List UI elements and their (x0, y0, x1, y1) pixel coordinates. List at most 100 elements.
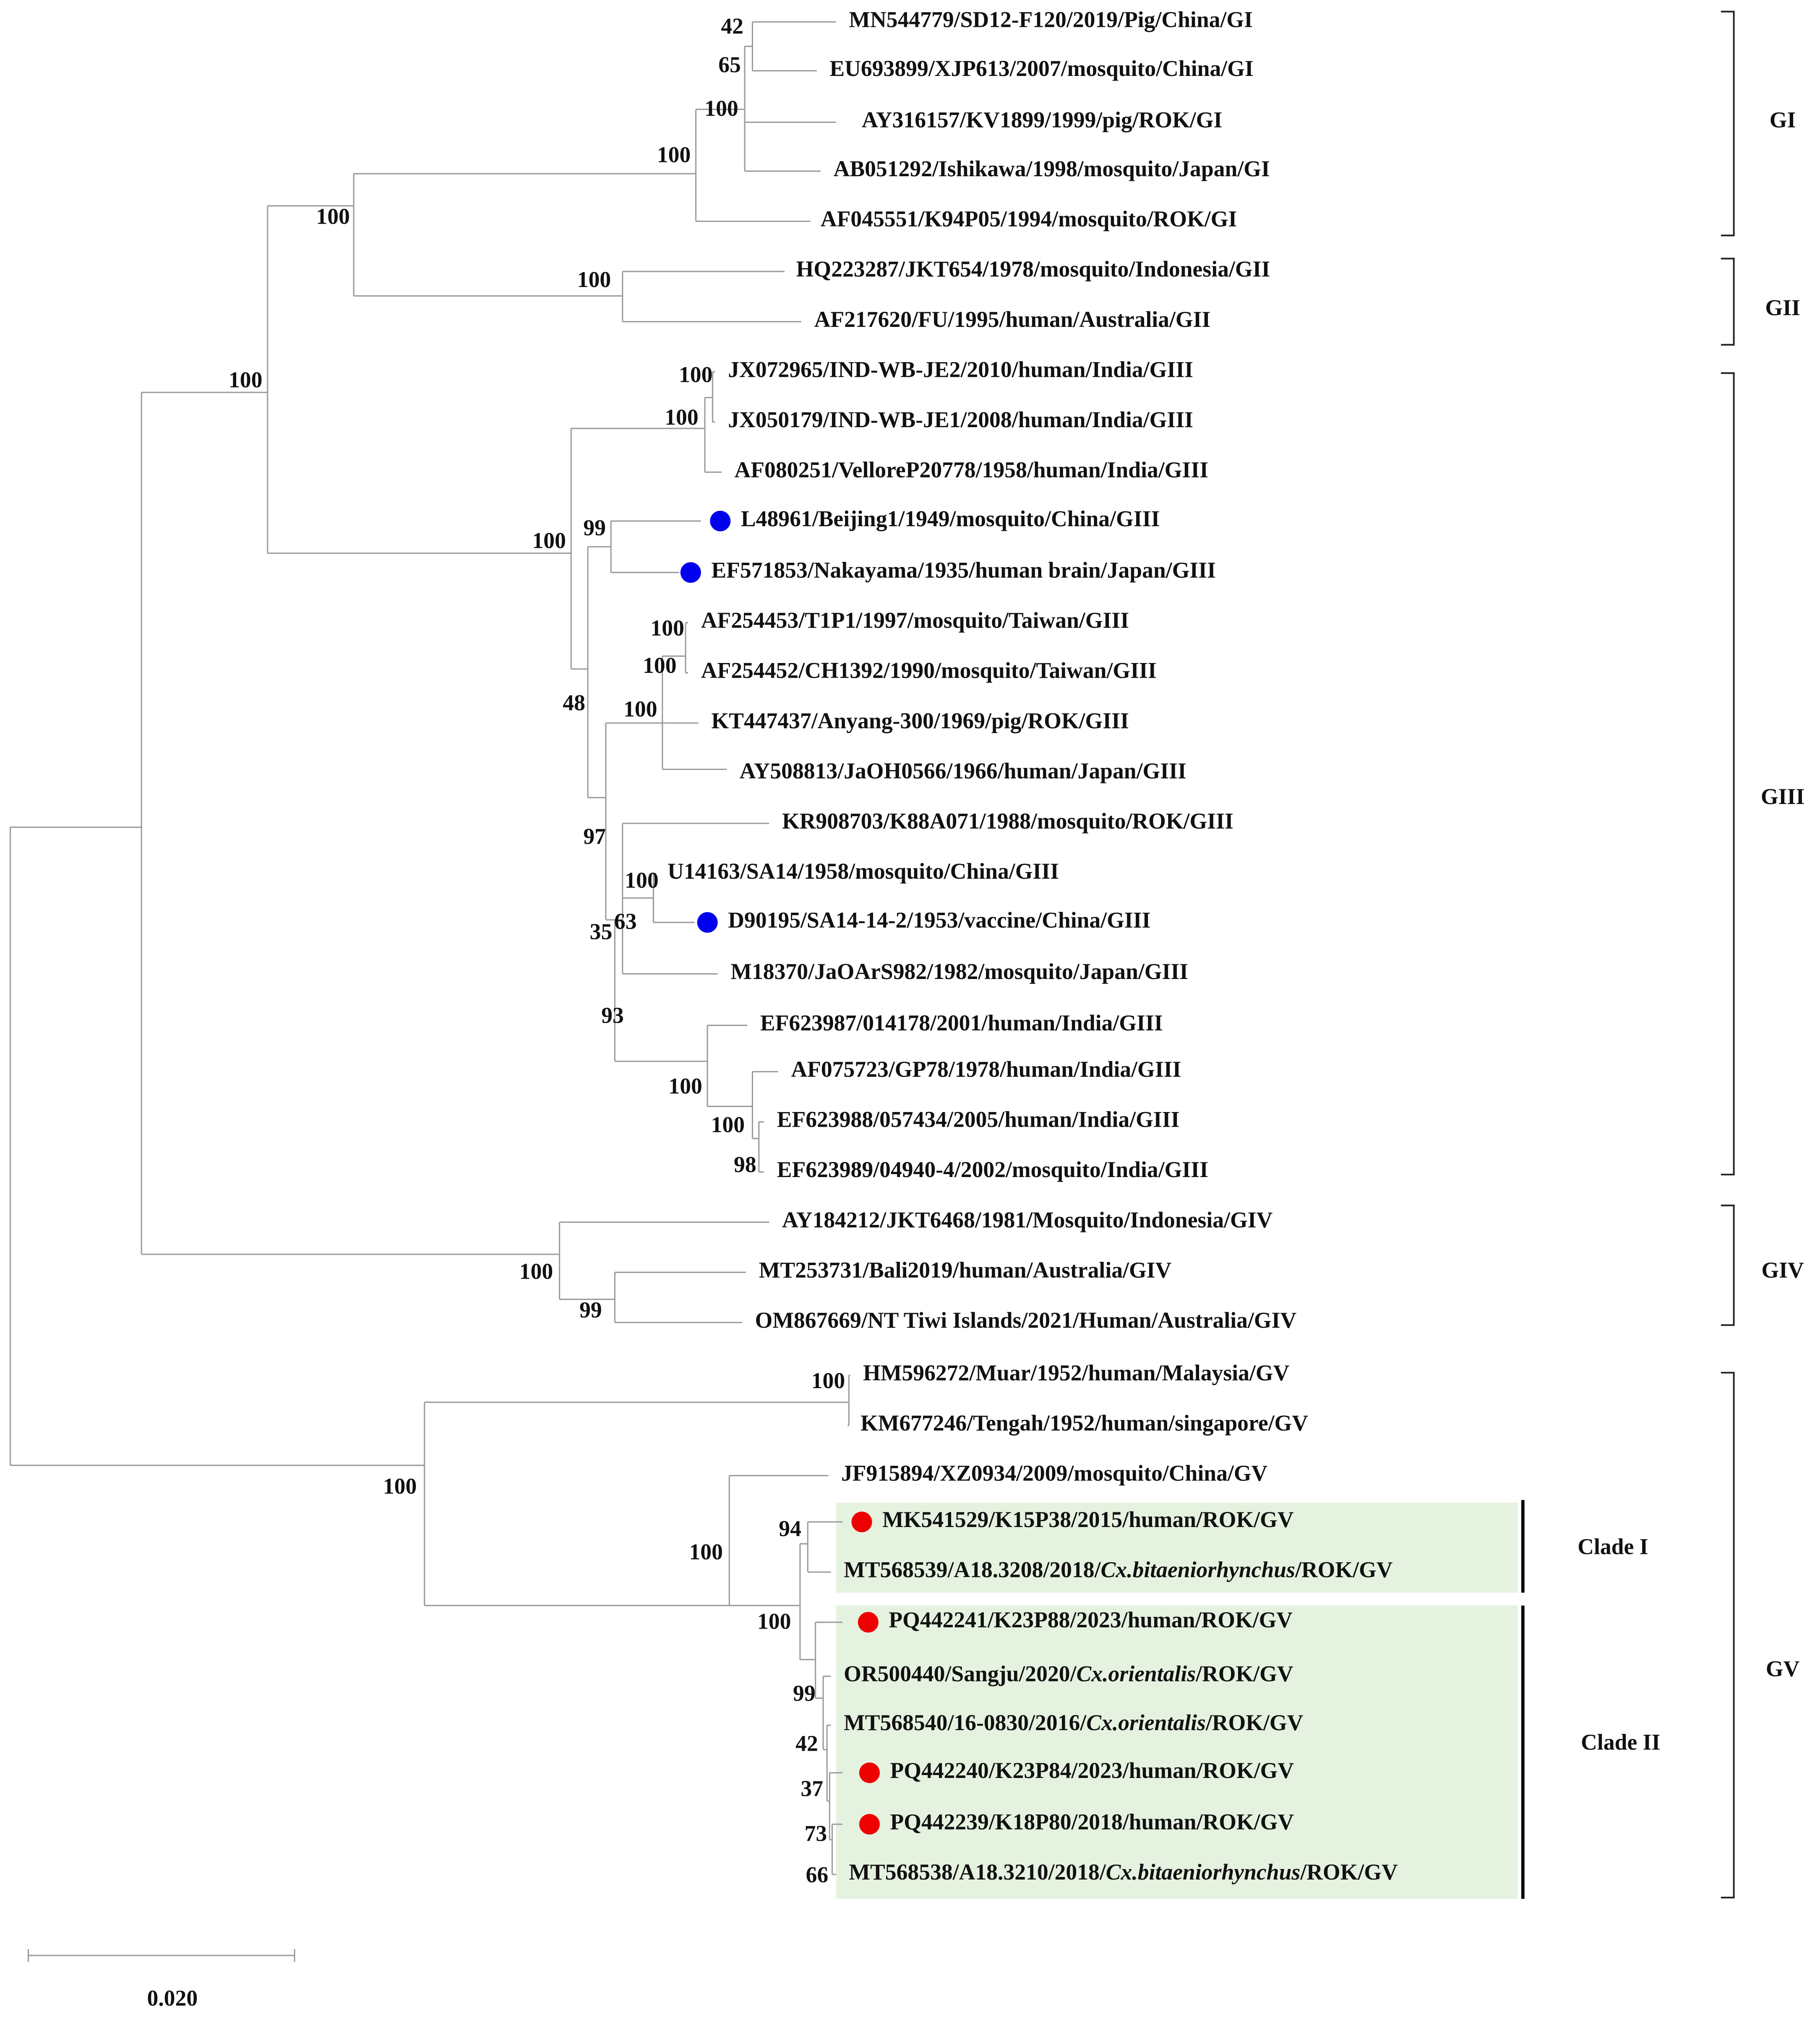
leaf-label: AY508813/JaOH0566/1966/human/Japan/GIII (740, 758, 1186, 783)
bootstrap: 100 (679, 362, 712, 387)
genotype-label: GII (1765, 295, 1800, 320)
genotype-label: GIV (1761, 1257, 1804, 1282)
leaf-label: MT253731/Bali2019/human/Australia/GIV (759, 1257, 1172, 1282)
bracket (1721, 258, 1735, 346)
leaf-label: D90195/SA14-14-2/1953/vaccine/China/GIII (728, 907, 1150, 932)
bootstrap: 100 (657, 142, 691, 167)
clade-label: Clade II (1581, 1729, 1660, 1754)
bootstrap: 100 (532, 528, 566, 553)
leaf-label: PQ442241/K23P88/2023/human/ROK/GV (889, 1607, 1293, 1632)
bootstrap: 98 (734, 1152, 756, 1177)
leaf-label: JF915894/XZ0934/2009/mosquito/China/GV (841, 1461, 1268, 1486)
bootstrap: 42 (721, 13, 743, 39)
leaf-label: U14163/SA14/1958/mosquito/China/GIII (668, 859, 1059, 884)
scale-bar: 0.020 (27, 1949, 295, 2011)
leaf-label: EF623989/04940-4/2002/mosquito/India/GII… (777, 1157, 1208, 1182)
clade-box (836, 1502, 1518, 1593)
bootstrap: 100 (811, 1368, 845, 1393)
leaf-label: MT568539/A18.3208/2018/Cx.bitaeniorhynch… (844, 1557, 1393, 1582)
leaf-label: JX072965/IND-WB-JE2/2010/human/India/GII… (728, 357, 1193, 382)
leaf-label: MT568540/16-0830/2016/Cx.orientalis/ROK/… (844, 1710, 1303, 1736)
bootstrap: 73 (805, 1821, 827, 1846)
bootstrap: 42 (795, 1731, 818, 1756)
bootstrap: 100 (519, 1258, 553, 1284)
leaf-label: KM677246/Tengah/1952/human/singapore/GV (860, 1410, 1308, 1436)
leaf-label: AF075723/GP78/1978/human/India/GIII (791, 1057, 1181, 1082)
leaf-label: OR500440/Sangju/2020/Cx.orientalis/ROK/G… (844, 1661, 1293, 1686)
bootstrap: 100 (665, 405, 698, 430)
bootstrap: 100 (383, 1473, 417, 1498)
bootstrap: 35 (590, 919, 613, 944)
bootstrap: 63 (614, 909, 637, 934)
marker (859, 1762, 880, 1783)
marker (697, 912, 718, 933)
bootstrap: 48 (563, 690, 585, 715)
leaf-label: AY316157/KV1899/1999/pig/ROK/GI (862, 107, 1222, 133)
leaf-label: EF623988/057434/2005/human/India/GIII (777, 1107, 1180, 1132)
leaf-label-part: MT568539/A18.3208/2018/ (844, 1557, 1101, 1582)
leaf-label-part: Cx.orientalis (1076, 1661, 1196, 1686)
leaf-label-part: Cx.bitaeniorhynchus (1106, 1859, 1301, 1885)
leaf-label: MN544779/SD12-F120/2019/Pig/China/GI (849, 7, 1253, 32)
scale-label: 0.020 (147, 1986, 198, 2011)
marker (680, 562, 701, 583)
leaf-label: KR908703/K88A071/1988/mosquito/ROK/GIII (782, 808, 1233, 833)
leaf-label-part: /ROK/GV (1205, 1710, 1304, 1736)
bootstrap: 100 (689, 1539, 722, 1564)
genotype-label: GI (1770, 107, 1796, 133)
bootstrap: 100 (757, 1608, 791, 1634)
marker (710, 511, 731, 532)
bracket (1721, 10, 1735, 237)
bootstrap: 93 (601, 1002, 624, 1028)
bootstrap: 99 (583, 515, 606, 540)
leaf-label: EF571853/Nakayama/1935/human brain/Japan… (711, 558, 1216, 583)
genotype-label: GV (1766, 1656, 1800, 1681)
bootstrap: 100 (577, 267, 611, 292)
leaf-label: MT568538/A18.3210/2018/Cx.bitaeniorhynch… (849, 1859, 1398, 1885)
leaf-label: L48961/Beijing1/1949/mosquito/China/GIII (741, 506, 1160, 531)
leaf-label: AF080251/VelloreP20778/1958/human/India/… (735, 457, 1209, 482)
bootstrap: 100 (229, 367, 262, 392)
leaf-label-part: MT568540/16-0830/2016/ (844, 1710, 1087, 1736)
leaf-label-part: /ROK/GV (1295, 1557, 1393, 1582)
leaf-label: KT447437/Anyang-300/1969/pig/ROK/GIII (711, 708, 1129, 733)
leaf-label-part: Cx.bitaeniorhynchus (1101, 1557, 1296, 1582)
leaf-label: AF254452/CH1392/1990/mosquito/Taiwan/GII… (701, 658, 1157, 683)
leaf-label: AF045551/K94P05/1994/mosquito/ROK/GI (821, 206, 1237, 232)
bootstrap: 94 (779, 1516, 801, 1541)
leaf-label: JX050179/IND-WB-JE1/2008/human/India/GII… (728, 407, 1193, 432)
bootstrap: 100 (711, 1112, 745, 1137)
clade-box (836, 1606, 1518, 1899)
bootstrap: 100 (643, 653, 676, 678)
leaf-label: MK541529/K15P38/2015/human/ROK/GV (882, 1507, 1294, 1532)
leaf-label: AF217620/FU/1995/human/Australia/GII (814, 307, 1211, 332)
bootstrap: 100 (623, 697, 657, 722)
bracket (1721, 1372, 1735, 1898)
bootstrap: 37 (800, 1776, 823, 1801)
genotype-label: GIII (1761, 784, 1804, 809)
bootstrap: 100 (650, 616, 684, 641)
bootstrap: 100 (704, 96, 738, 121)
leaf-label: PQ442240/K23P84/2023/human/ROK/GV (890, 1758, 1294, 1783)
bootstrap: 100 (668, 1073, 702, 1099)
leaf-label-part: Cx.orientalis (1086, 1710, 1206, 1736)
bootstrap: 66 (806, 1862, 829, 1887)
leaf-label-part: /ROK/GV (1195, 1661, 1293, 1686)
bootstrap: 65 (718, 52, 741, 77)
leaf-label: EF623987/014178/2001/human/India/GIII (760, 1010, 1163, 1036)
leaf-label: HQ223287/JKT654/1978/mosquito/Indonesia/… (796, 256, 1270, 282)
bootstrap: 99 (793, 1681, 816, 1706)
leaf-label-part: MT568538/A18.3210/2018/ (849, 1859, 1106, 1885)
bootstrap: 100 (316, 204, 349, 229)
leaf-label-part: OR500440/Sangju/2020/ (844, 1661, 1077, 1686)
leaf-label: OM867669/NT Tiwi Islands/2021/Human/Aust… (755, 1308, 1297, 1333)
bracket (1721, 1204, 1735, 1326)
leaf-label: PQ442239/K18P80/2018/human/ROK/GV (890, 1809, 1294, 1835)
leaf-label-part: /ROK/GV (1300, 1859, 1398, 1885)
marker (851, 1512, 872, 1532)
bootstrap: 100 (625, 867, 658, 893)
leaf-label: M18370/JaOArS982/1982/mosquito/Japan/GII… (730, 959, 1188, 984)
bracket (1721, 372, 1735, 1176)
